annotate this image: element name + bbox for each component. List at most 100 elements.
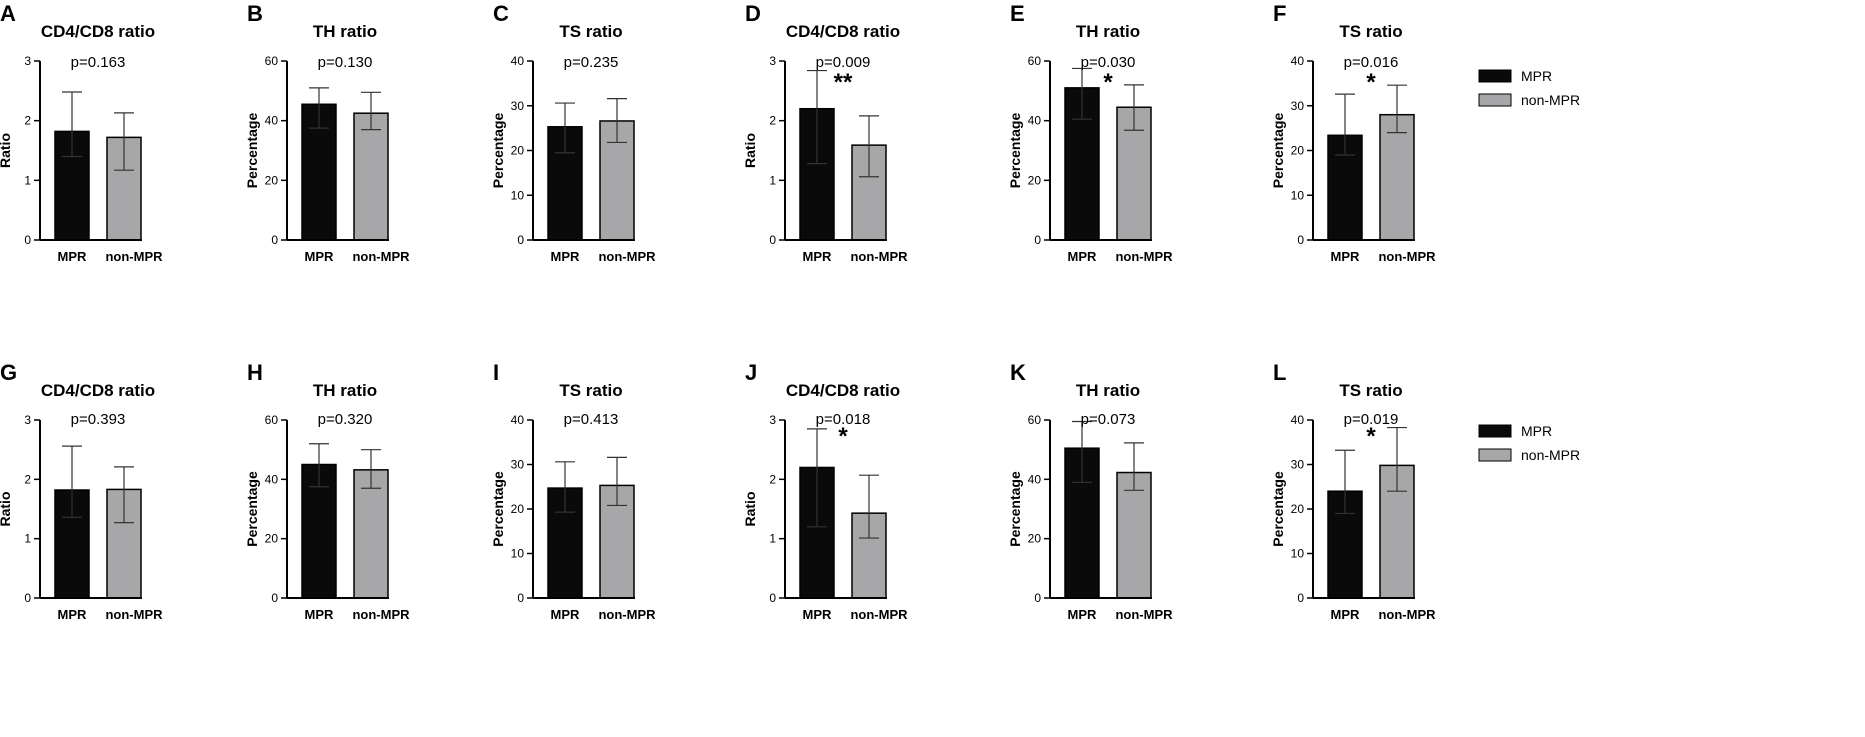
- panel-k-ylabel: Percentage: [1007, 471, 1023, 547]
- panel-e-letter: E: [1010, 1, 1025, 26]
- panel-c-ylabel: Percentage: [490, 113, 506, 189]
- panel-e-title: TH ratio: [1076, 22, 1140, 41]
- panel-g-ytick-label: 1: [24, 532, 31, 546]
- panel-a-ytick-label: 1: [24, 173, 31, 187]
- panel-j-p-value: p=0.018: [816, 411, 871, 428]
- panel-f-ylabel: Percentage: [1270, 113, 1286, 189]
- panel-l-ytick-label: 10: [1291, 547, 1305, 561]
- panel-a-title: CD4/CD8 ratio: [41, 22, 155, 41]
- panel-c-xtick-label-non-mpr: non-MPR: [598, 249, 656, 264]
- panel-c-ytick-label: 20: [511, 144, 525, 158]
- panel-a-letter: A: [0, 1, 16, 26]
- panel-d-letter: D: [745, 1, 761, 26]
- legend-1-swatch-mpr: [1478, 69, 1512, 83]
- panel-d-xtick-label-mpr: MPR: [803, 249, 833, 264]
- panel-d-ytick-label: 3: [769, 54, 776, 68]
- panel-b-ytick-label: 60: [265, 54, 279, 68]
- panel-j-letter: J: [745, 360, 757, 385]
- panel-h-ylabel: Percentage: [244, 471, 260, 547]
- panel-l-ytick-label: 0: [1297, 591, 1304, 605]
- panel-l-significance: *: [1366, 423, 1376, 450]
- panel-d-ytick-label: 0: [769, 233, 776, 247]
- panel-e-p-value: p=0.030: [1081, 54, 1136, 71]
- panel-f-significance: *: [1366, 69, 1376, 96]
- panel-f-ytick-label: 30: [1291, 99, 1305, 113]
- panel-h-title: TH ratio: [313, 381, 377, 400]
- panel-l-title: TS ratio: [1339, 381, 1402, 400]
- legend-2-swatch-non-mpr: [1478, 448, 1512, 462]
- panel-e-ylabel: Percentage: [1007, 113, 1023, 189]
- panel-h-ytick-label: 60: [265, 413, 279, 427]
- panel-i-ylabel: Percentage: [490, 471, 506, 547]
- panel-g-letter: G: [0, 360, 17, 385]
- panel-j-ytick-label: 3: [769, 413, 776, 427]
- panel-k-bar-non-mpr: [1116, 471, 1152, 599]
- panel-h-ytick-label: 0: [271, 591, 278, 605]
- legend-1-label-non-mpr: non-MPR: [1521, 92, 1580, 108]
- panel-f-title: TS ratio: [1339, 22, 1402, 41]
- legend-2-swatch-mpr: [1478, 424, 1512, 438]
- panel-f-ytick-label: 10: [1291, 188, 1305, 202]
- panel-d-title: CD4/CD8 ratio: [786, 22, 900, 41]
- panel-g-ytick-label: 2: [24, 472, 31, 486]
- panel-d-ylabel: Ratio: [742, 133, 758, 168]
- panel-l-xtick-label-mpr: MPR: [1331, 607, 1361, 622]
- panel-a-ylabel: Ratio: [0, 133, 13, 168]
- panel-e-ytick-label: 40: [1028, 114, 1042, 128]
- panel-g-p-value: p=0.393: [71, 411, 126, 428]
- panel-k-title: TH ratio: [1076, 381, 1140, 400]
- panel-k-ytick-label: 0: [1034, 591, 1041, 605]
- panel-a-ytick-label: 3: [24, 54, 31, 68]
- panel-g-xtick-label-non-mpr: non-MPR: [105, 607, 163, 622]
- panel-c-ytick-label: 10: [511, 188, 525, 202]
- panel-e-xtick-label-non-mpr: non-MPR: [1115, 249, 1173, 264]
- panel-d-significance: **: [834, 69, 853, 96]
- panel-i-ytick-label: 0: [517, 591, 524, 605]
- panel-b-xtick-label-mpr: MPR: [305, 249, 335, 264]
- panel-j-title: CD4/CD8 ratio: [786, 381, 900, 400]
- panel-h-ytick-label: 20: [265, 532, 279, 546]
- panel-e-xtick-label-mpr: MPR: [1068, 249, 1098, 264]
- panel-h-bar-non-mpr: [353, 469, 389, 599]
- panel-i-ytick-label: 40: [511, 413, 525, 427]
- panel-b-letter: B: [247, 1, 263, 26]
- panel-g-ylabel: Ratio: [0, 492, 13, 527]
- panel-e-significance: *: [1103, 69, 1113, 96]
- panel-i-letter: I: [493, 360, 499, 385]
- panel-b-ytick-label: 0: [271, 233, 278, 247]
- panel-d-ytick-label: 2: [769, 114, 776, 128]
- panel-a-ytick-label: 0: [24, 233, 31, 247]
- panel-e-ytick-label: 20: [1028, 173, 1042, 187]
- panel-f-xtick-label-non-mpr: non-MPR: [1378, 249, 1436, 264]
- panel-h-xtick-label-mpr: MPR: [305, 607, 335, 622]
- panel-j-ylabel: Ratio: [742, 492, 758, 527]
- panel-k-ytick-label: 20: [1028, 532, 1042, 546]
- panel-a-xtick-label-mpr: MPR: [58, 249, 88, 264]
- panel-j-ytick-label: 0: [769, 591, 776, 605]
- panel-i-ytick-label: 30: [511, 458, 525, 472]
- panel-c-letter: C: [493, 1, 509, 26]
- panel-c-p-value: p=0.235: [564, 54, 619, 71]
- panel-b-ylabel: Percentage: [244, 113, 260, 189]
- panel-b-ytick-label: 40: [265, 114, 279, 128]
- legend-2-label-non-mpr: non-MPR: [1521, 447, 1580, 463]
- panel-j-significance: *: [838, 423, 848, 450]
- panel-d-xtick-label-non-mpr: non-MPR: [850, 249, 908, 264]
- panel-d-p-value: p=0.009: [816, 54, 871, 71]
- panel-i-ytick-label: 10: [511, 547, 525, 561]
- legend-2-label-mpr: MPR: [1521, 423, 1552, 439]
- panel-g-xtick-label-mpr: MPR: [58, 607, 88, 622]
- panel-b-p-value: p=0.130: [318, 54, 373, 71]
- panel-k-p-value: p=0.073: [1081, 411, 1136, 428]
- panel-l-letter: L: [1273, 360, 1286, 385]
- panel-k-ytick-label: 60: [1028, 413, 1042, 427]
- panel-h-xtick-label-non-mpr: non-MPR: [352, 607, 410, 622]
- panel-b-bar-non-mpr: [353, 112, 389, 241]
- panel-c-xtick-label-mpr: MPR: [551, 249, 581, 264]
- legend-1-label-mpr: MPR: [1521, 68, 1552, 84]
- panel-a-ytick-label: 2: [24, 114, 31, 128]
- panel-i-p-value: p=0.413: [564, 411, 619, 428]
- panel-i-ytick-label: 20: [511, 502, 525, 516]
- panel-l-ytick-label: 20: [1291, 502, 1305, 516]
- panel-e-ytick-label: 0: [1034, 233, 1041, 247]
